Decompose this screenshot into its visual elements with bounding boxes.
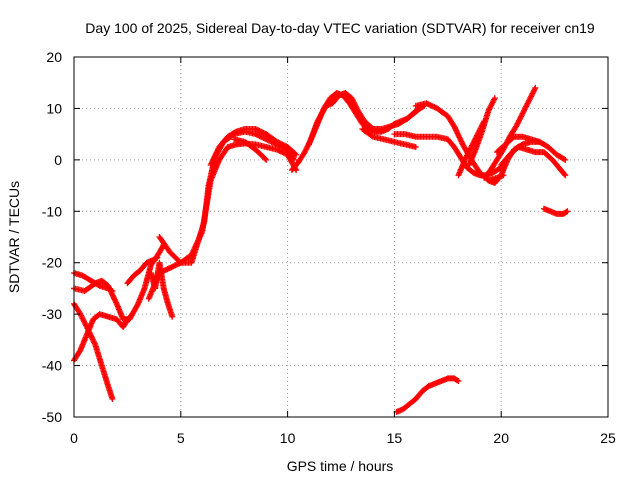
data-point — [564, 208, 571, 215]
y-tick-label: -40 — [42, 358, 62, 374]
axis-ticks: 0 5 10 15 20 25 -50 -40 -30 -20 -10 0 10 20 — [42, 49, 616, 446]
series-arc-10 — [231, 136, 270, 163]
x-tick-label: 5 — [177, 430, 185, 446]
data-point — [536, 138, 543, 145]
x-tick-label: 10 — [280, 430, 296, 446]
data-point — [561, 171, 568, 178]
data-point — [126, 313, 133, 320]
data-point — [491, 95, 498, 102]
series-arc-13 — [359, 126, 419, 150]
data-point — [262, 155, 269, 162]
x-axis-label: GPS time / hours — [287, 458, 394, 474]
x-tick-label: 25 — [600, 430, 616, 446]
chart-title: Day 100 of 2025, Sidereal Day-to-day VTE… — [85, 20, 595, 36]
series-arc-21 — [493, 133, 543, 156]
y-tick-label: -30 — [42, 306, 62, 322]
data-point — [293, 151, 300, 158]
y-tick-label: 20 — [46, 49, 62, 65]
data-point — [532, 84, 539, 91]
data-point — [125, 315, 132, 321]
data-point — [561, 156, 568, 163]
series-arc-17 — [455, 118, 488, 179]
series-arc-23 — [393, 375, 462, 415]
data-point — [481, 118, 488, 125]
data-point — [368, 132, 375, 139]
grid-lines — [74, 57, 608, 417]
data-point — [562, 172, 569, 179]
series-arc-20 — [498, 144, 569, 179]
data-point — [169, 313, 176, 320]
data-point — [109, 396, 116, 402]
data-point — [291, 156, 298, 163]
x-tick-label: 15 — [387, 430, 403, 446]
y-tick-label: -50 — [42, 409, 62, 425]
x-tick-label: 20 — [493, 430, 509, 446]
y-tick-label: -20 — [42, 255, 62, 271]
series-arc-22 — [540, 205, 571, 217]
y-tick-label: 10 — [46, 100, 62, 116]
series-arc-9 — [207, 126, 300, 168]
data-point — [455, 378, 462, 384]
x-tick-label: 0 — [70, 430, 78, 446]
data-point — [562, 156, 569, 163]
data-point — [290, 155, 297, 162]
data-point — [263, 156, 270, 163]
data-point — [412, 144, 419, 150]
data-point — [292, 150, 299, 157]
y-axis-label: SDTVAR / TECUs — [6, 181, 22, 293]
data-point — [154, 254, 161, 261]
y-tick-label: 0 — [54, 152, 62, 168]
y-tick-label: -10 — [42, 203, 62, 219]
series-arc-5 — [124, 254, 161, 287]
data-point — [134, 302, 141, 309]
series-arc-16 — [466, 95, 498, 168]
plot-frame — [73, 56, 609, 418]
data-points — [71, 84, 571, 415]
